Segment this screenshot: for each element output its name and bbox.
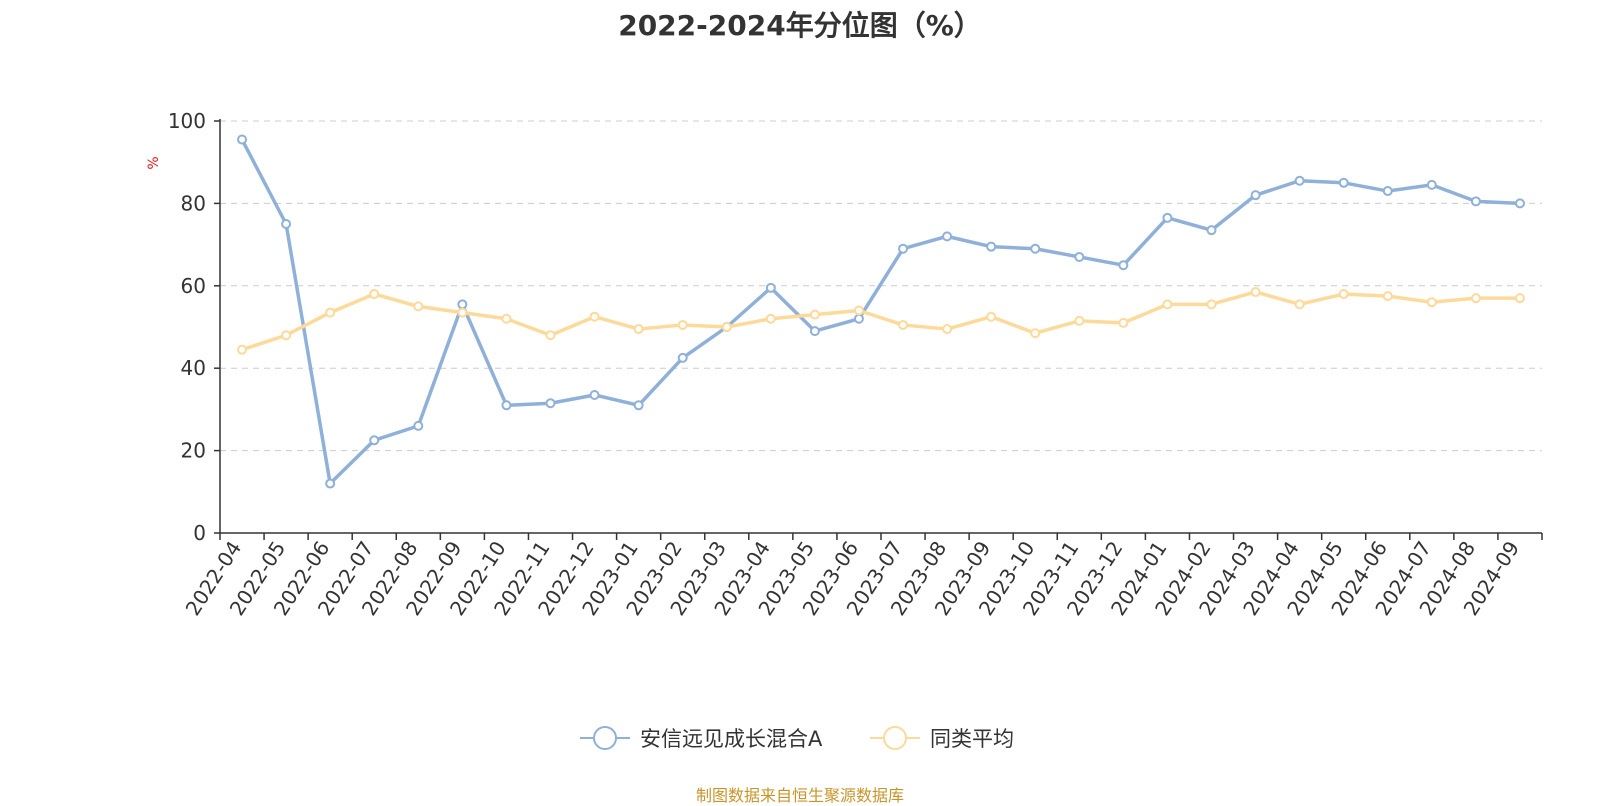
data-point[interactable]	[545, 398, 556, 409]
series-1	[237, 286, 1525, 355]
data-point[interactable]	[1470, 293, 1481, 304]
data-point[interactable]	[1294, 299, 1305, 310]
data-point[interactable]	[1250, 286, 1261, 297]
y-axis-unit: %	[146, 156, 162, 169]
legend-label: 同类平均	[930, 727, 1014, 751]
data-point[interactable]	[413, 420, 424, 431]
data-point[interactable]	[1514, 293, 1525, 304]
data-point[interactable]	[1162, 299, 1173, 310]
data-point[interactable]	[1470, 196, 1481, 207]
legend-marker	[593, 726, 617, 750]
data-point[interactable]	[457, 299, 468, 310]
data-point[interactable]	[765, 282, 776, 293]
data-point[interactable]	[1338, 289, 1349, 300]
series-0	[237, 134, 1525, 489]
data-point[interactable]	[369, 435, 380, 446]
data-point[interactable]	[1426, 297, 1437, 308]
data-point[interactable]	[369, 289, 380, 300]
data-point[interactable]	[457, 307, 468, 318]
y-tick-label: 80	[181, 191, 206, 215]
data-point[interactable]	[281, 219, 292, 229]
data-point[interactable]	[501, 400, 512, 411]
data-point[interactable]	[809, 309, 820, 320]
data-point[interactable]	[721, 322, 732, 332]
data-point[interactable]	[1514, 198, 1525, 209]
data-point[interactable]	[898, 243, 909, 254]
data-point[interactable]	[325, 478, 336, 489]
data-point[interactable]	[1382, 291, 1393, 302]
data-point[interactable]	[1030, 243, 1041, 254]
series-line	[240, 138, 1521, 486]
legend-item-1[interactable]: 同类平均	[870, 726, 1014, 751]
data-point[interactable]	[809, 326, 820, 337]
data-point[interactable]	[1338, 177, 1349, 188]
line-chart: 0204060801002022-042022-052022-062022-07…	[146, 109, 1543, 751]
legend[interactable]: 安信远见成长混合A 同类平均	[580, 726, 1014, 751]
data-point[interactable]	[633, 324, 644, 335]
data-point[interactable]	[413, 301, 424, 312]
data-point[interactable]	[853, 313, 864, 324]
y-tick-label: 60	[181, 274, 206, 298]
data-point[interactable]	[237, 344, 248, 355]
data-point[interactable]	[677, 352, 688, 363]
y-tick-label: 0	[193, 521, 206, 545]
legend-marker	[883, 726, 907, 750]
data-point[interactable]	[1206, 299, 1217, 310]
data-point[interactable]	[1030, 328, 1041, 339]
data-point[interactable]	[1074, 251, 1085, 262]
data-point[interactable]	[765, 313, 776, 324]
data-point[interactable]	[1250, 190, 1261, 201]
data-point[interactable]	[942, 231, 953, 242]
data-point[interactable]	[589, 311, 600, 322]
data-point[interactable]	[853, 305, 864, 316]
data-point[interactable]	[501, 313, 512, 324]
y-tick-label: 100	[168, 109, 206, 133]
data-point[interactable]	[1074, 315, 1085, 326]
axes: 0204060801002022-042022-052022-062022-07…	[168, 109, 1543, 620]
data-point[interactable]	[1118, 260, 1129, 271]
data-point[interactable]	[589, 389, 600, 400]
data-point[interactable]	[237, 134, 248, 145]
data-point[interactable]	[545, 330, 556, 341]
data-point[interactable]	[942, 324, 953, 335]
legend-label: 安信远见成长混合A	[640, 727, 823, 751]
data-point[interactable]	[986, 311, 997, 322]
y-tick-label: 40	[181, 356, 206, 380]
series-line	[241, 290, 1520, 352]
data-point[interactable]	[677, 319, 688, 330]
data-point[interactable]	[281, 330, 292, 341]
y-tick-label: 20	[181, 439, 206, 463]
data-point[interactable]	[1294, 175, 1305, 186]
legend-item-0[interactable]: 安信远见成长混合A	[580, 726, 823, 751]
data-point[interactable]	[898, 319, 909, 330]
data-point[interactable]	[1206, 225, 1217, 236]
data-point[interactable]	[1426, 179, 1437, 190]
data-point[interactable]	[1118, 317, 1129, 328]
chart-title: 2022-2024年分位图（%）	[618, 9, 982, 42]
data-point[interactable]	[986, 241, 997, 252]
data-point[interactable]	[325, 307, 336, 318]
series	[237, 134, 1525, 489]
data-source-note: 制图数据来自恒生聚源数据库	[695, 786, 904, 805]
data-point[interactable]	[633, 400, 644, 411]
data-point[interactable]	[1382, 186, 1393, 197]
data-point[interactable]	[1162, 212, 1173, 223]
